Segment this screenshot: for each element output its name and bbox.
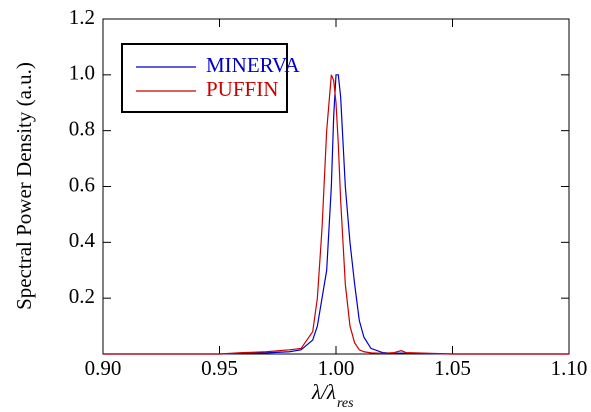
y-tick-label: 1.2	[69, 5, 95, 29]
y-tick-label: 0.4	[69, 228, 96, 252]
y-axis-label: Spectral Power Density (a.u.)	[12, 62, 36, 310]
x-tick-label: 0.95	[201, 356, 238, 380]
x-tick-label: 0.90	[85, 356, 122, 380]
legend-box	[121, 43, 288, 113]
legend-label: PUFFIN	[206, 77, 278, 101]
y-tick-label: 0.2	[69, 284, 95, 308]
legend-label: MINERVA	[206, 53, 300, 77]
x-axis-label-subscript: res	[337, 396, 354, 411]
x-tick-label: 1.05	[434, 356, 471, 380]
x-tick-label: 1.00	[318, 356, 355, 380]
y-tick-label: 0.6	[69, 172, 95, 196]
series-line	[103, 74, 569, 355]
x-axis-label: λ/λ	[311, 380, 336, 404]
series-line	[103, 74, 569, 355]
y-tick-label: 1.0	[69, 61, 95, 85]
y-tick-label: 0.8	[69, 116, 95, 140]
x-tick-label: 1.10	[551, 356, 588, 380]
